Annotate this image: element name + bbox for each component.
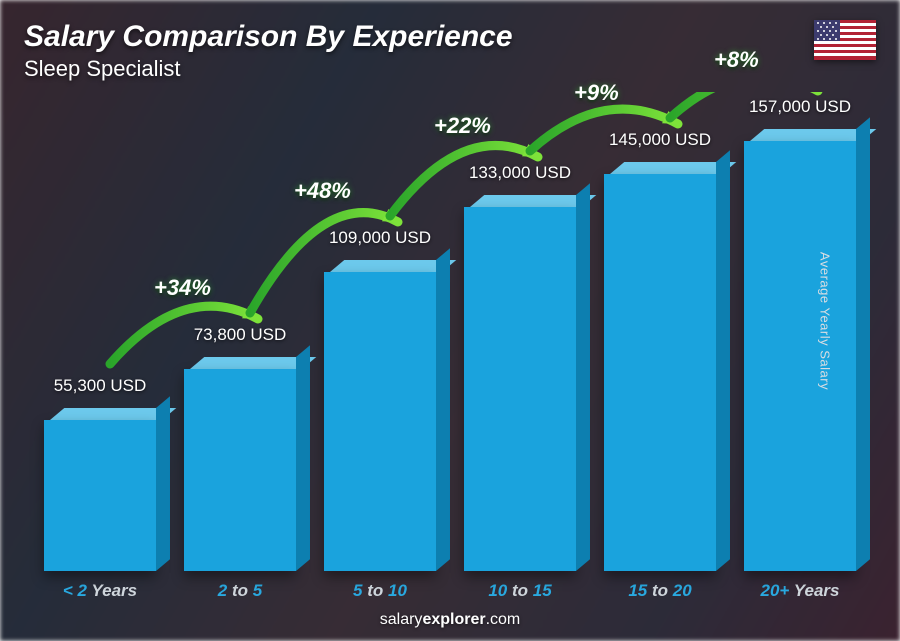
bar-slot: 145,000 USD: [604, 130, 716, 571]
bar-slot: 109,000 USD: [324, 228, 436, 571]
bar-value-label: 133,000 USD: [469, 163, 571, 183]
bar-value-label: 157,000 USD: [749, 97, 851, 117]
bar-value-label: 55,300 USD: [54, 376, 147, 396]
x-label: 15 to 20: [604, 581, 716, 601]
bar-value-label: 109,000 USD: [329, 228, 431, 248]
pct-label: +22%: [434, 113, 491, 139]
bar: [324, 260, 436, 571]
infographic-container: Salary Comparison By Experience Sleep Sp…: [0, 0, 900, 641]
chart-area: 55,300 USD 73,800 USD 109,000 USD 133,00…: [24, 92, 876, 571]
x-label: 5 to 10: [324, 581, 436, 601]
brand-suffix: .com: [486, 611, 521, 628]
x-label: 20+ Years: [744, 581, 856, 601]
bar-slot: 133,000 USD: [464, 163, 576, 571]
bar: [44, 408, 156, 571]
pct-label: +34%: [154, 275, 211, 301]
pct-label: +48%: [294, 178, 351, 204]
pct-label: +9%: [574, 80, 619, 106]
bar-slot: 55,300 USD: [44, 376, 156, 571]
y-axis-label: Average Yearly Salary: [817, 251, 832, 389]
bar: [464, 195, 576, 571]
bar-group: 55,300 USD 73,800 USD 109,000 USD 133,00…: [24, 92, 876, 571]
bar-value-label: 145,000 USD: [609, 130, 711, 150]
brand-prefix: salary: [380, 611, 423, 628]
bar: [604, 162, 716, 571]
bar: [744, 129, 856, 571]
bar-value-label: 73,800 USD: [194, 325, 287, 345]
bar: [184, 357, 296, 571]
x-label: < 2 Years: [44, 581, 156, 601]
bar-slot: 73,800 USD: [184, 325, 296, 571]
x-axis-labels: < 2 Years 2 to 5 5 to 10 10 to 15 15 to 20 20…: [24, 571, 876, 601]
brand-bold: explorer: [422, 611, 485, 628]
footer-brand: salaryexplorer.com: [24, 601, 876, 629]
bar-slot: 157,000 USD: [744, 97, 856, 571]
x-label: 10 to 15: [464, 581, 576, 601]
x-label: 2 to 5: [184, 581, 296, 601]
pct-label: +8%: [714, 47, 759, 73]
us-flag-icon: [814, 20, 876, 60]
